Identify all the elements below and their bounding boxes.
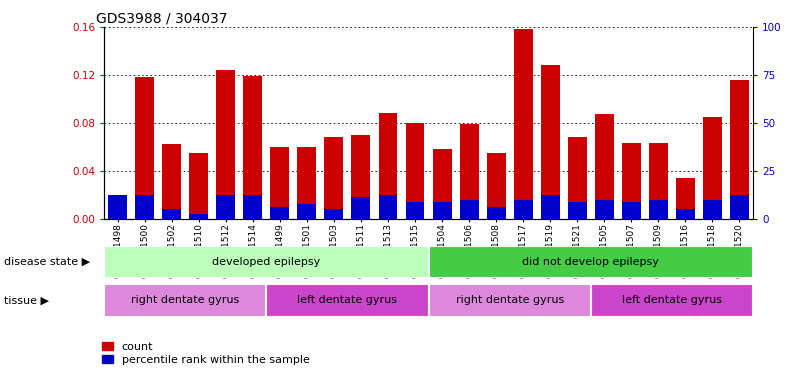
Bar (433, 202, 452, 219)
Bar (379, 113, 397, 219)
Bar (513, 29, 533, 219)
Bar (104, 246, 429, 278)
Text: developed epilepsy: developed epilepsy (212, 257, 320, 267)
Bar (379, 195, 397, 219)
Bar (591, 284, 753, 317)
Bar (108, 218, 127, 219)
Text: tissue ▶: tissue ▶ (4, 295, 49, 306)
Bar (622, 202, 641, 219)
Bar (189, 214, 208, 219)
Bar (352, 197, 370, 219)
Bar (216, 70, 235, 219)
Text: right dentate gyrus: right dentate gyrus (131, 295, 239, 306)
Bar (135, 195, 154, 219)
Bar (568, 137, 586, 219)
Bar (324, 209, 344, 219)
Bar (487, 207, 505, 219)
Bar (595, 200, 614, 219)
Bar (568, 202, 586, 219)
Bar (676, 209, 694, 219)
Bar (163, 144, 181, 219)
Bar (297, 204, 316, 219)
Bar (163, 209, 181, 219)
Text: GDS3988 / 304037: GDS3988 / 304037 (96, 12, 227, 25)
Bar (429, 246, 753, 278)
Bar (104, 284, 267, 317)
Bar (271, 147, 289, 219)
Bar (460, 124, 478, 219)
Bar (405, 123, 425, 219)
Text: did not develop epilepsy: did not develop epilepsy (522, 257, 659, 267)
Bar (730, 195, 749, 219)
Bar (541, 195, 560, 219)
Bar (730, 79, 749, 219)
Text: right dentate gyrus: right dentate gyrus (456, 295, 564, 306)
Bar (433, 149, 452, 219)
Bar (460, 200, 478, 219)
Bar (271, 207, 289, 219)
Legend: count, percentile rank within the sample: count, percentile rank within the sample (102, 341, 309, 365)
Text: left dentate gyrus: left dentate gyrus (297, 295, 397, 306)
Bar (676, 178, 694, 219)
Bar (405, 202, 425, 219)
Bar (189, 153, 208, 219)
Bar (216, 195, 235, 219)
Bar (324, 137, 344, 219)
Bar (429, 284, 591, 317)
Bar (703, 117, 722, 219)
Bar (267, 284, 429, 317)
Bar (703, 200, 722, 219)
Bar (108, 195, 127, 219)
Bar (513, 200, 533, 219)
Bar (622, 143, 641, 219)
Bar (244, 195, 262, 219)
Bar (244, 76, 262, 219)
Bar (649, 143, 668, 219)
Bar (487, 153, 505, 219)
Text: disease state ▶: disease state ▶ (4, 257, 91, 267)
Bar (297, 147, 316, 219)
Text: left dentate gyrus: left dentate gyrus (622, 295, 722, 306)
Bar (649, 200, 668, 219)
Bar (595, 114, 614, 219)
Bar (541, 65, 560, 219)
Bar (135, 77, 154, 219)
Bar (352, 135, 370, 219)
